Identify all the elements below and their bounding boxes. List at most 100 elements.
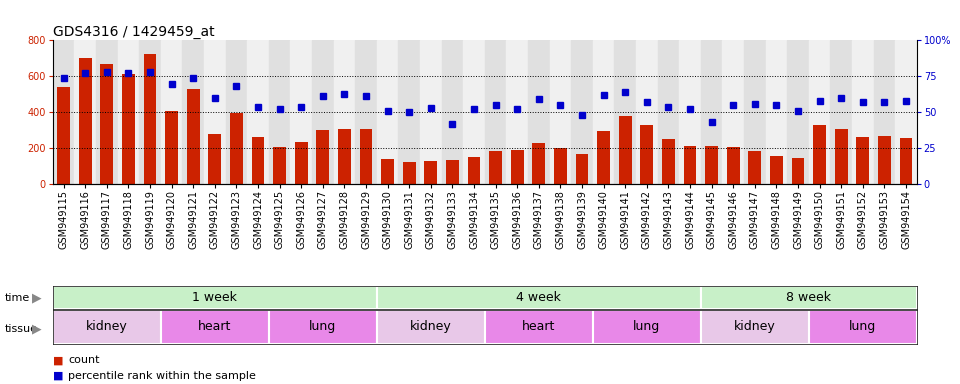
Bar — [614, 40, 636, 184]
Bar — [269, 40, 291, 184]
Bar — [636, 40, 658, 184]
Bar — [701, 286, 917, 309]
Bar — [230, 113, 243, 184]
Bar — [468, 157, 481, 184]
Bar — [377, 40, 398, 184]
Bar — [75, 40, 96, 184]
Bar — [398, 40, 420, 184]
Bar — [58, 87, 70, 184]
Bar — [727, 147, 740, 184]
Text: lung: lung — [309, 321, 336, 333]
Bar — [79, 58, 92, 184]
Bar — [208, 134, 222, 184]
Bar — [532, 143, 545, 184]
Bar — [792, 158, 804, 184]
Bar — [377, 286, 701, 309]
Bar — [813, 125, 827, 184]
Bar — [900, 138, 913, 184]
Bar — [355, 40, 377, 184]
Bar — [640, 125, 654, 184]
Bar — [808, 310, 917, 344]
Bar — [182, 40, 204, 184]
Bar — [269, 310, 376, 344]
Bar — [874, 40, 896, 184]
Bar — [706, 146, 718, 184]
Bar — [464, 40, 485, 184]
Bar — [204, 40, 226, 184]
Bar — [896, 40, 917, 184]
Bar — [593, 310, 701, 344]
Bar — [485, 40, 507, 184]
Bar — [550, 40, 571, 184]
Bar — [420, 40, 442, 184]
Text: kidney: kidney — [86, 321, 128, 333]
Bar — [684, 146, 697, 184]
Text: 4 week: 4 week — [516, 291, 562, 304]
Text: kidney: kidney — [734, 321, 776, 333]
Text: lung: lung — [850, 321, 876, 333]
Bar — [485, 310, 593, 344]
Bar — [528, 40, 550, 184]
Bar — [252, 137, 265, 184]
Text: time: time — [5, 293, 30, 303]
Text: 8 week: 8 week — [786, 291, 831, 304]
Bar — [856, 137, 870, 184]
Bar — [424, 161, 438, 184]
Bar — [723, 40, 744, 184]
Bar — [144, 54, 156, 184]
Bar — [442, 40, 464, 184]
Bar — [295, 142, 307, 184]
Text: lung: lung — [634, 321, 660, 333]
Bar — [490, 151, 502, 184]
Bar — [749, 151, 761, 184]
Bar — [809, 40, 830, 184]
Bar — [619, 116, 632, 184]
Bar — [571, 40, 593, 184]
Bar — [658, 40, 680, 184]
Text: GDS4316 / 1429459_at: GDS4316 / 1429459_at — [53, 25, 214, 39]
Bar — [317, 130, 329, 184]
Bar — [830, 40, 852, 184]
Text: heart: heart — [198, 321, 231, 333]
Bar — [507, 40, 528, 184]
Bar — [878, 136, 891, 184]
Bar — [446, 160, 459, 184]
Bar — [312, 40, 334, 184]
Bar — [511, 150, 524, 184]
Bar — [554, 148, 567, 184]
Bar — [161, 310, 269, 344]
Bar — [381, 159, 395, 184]
Bar — [662, 139, 675, 184]
Text: ▶: ▶ — [32, 323, 41, 335]
Bar — [53, 310, 161, 344]
Bar — [744, 40, 766, 184]
Bar — [53, 40, 75, 184]
Text: ▶: ▶ — [32, 291, 41, 304]
Bar — [770, 156, 783, 184]
Bar — [403, 162, 416, 184]
Bar — [377, 310, 485, 344]
Bar — [360, 129, 372, 184]
Bar — [118, 40, 139, 184]
Text: kidney: kidney — [410, 321, 451, 333]
Text: heart: heart — [522, 321, 556, 333]
Text: ■: ■ — [53, 371, 63, 381]
Text: ■: ■ — [53, 355, 63, 365]
Text: count: count — [68, 355, 100, 365]
Text: 1 week: 1 week — [192, 291, 237, 304]
Bar — [680, 40, 701, 184]
Bar — [787, 40, 809, 184]
Bar — [165, 111, 179, 184]
Bar — [597, 131, 611, 184]
Bar — [101, 64, 113, 184]
Bar — [334, 40, 355, 184]
Bar — [139, 40, 161, 184]
Bar — [766, 40, 787, 184]
Bar — [248, 40, 269, 184]
Bar — [122, 74, 134, 184]
Bar — [338, 129, 351, 184]
Bar — [96, 40, 118, 184]
Bar — [53, 286, 376, 309]
Bar — [701, 310, 808, 344]
Bar — [291, 40, 312, 184]
